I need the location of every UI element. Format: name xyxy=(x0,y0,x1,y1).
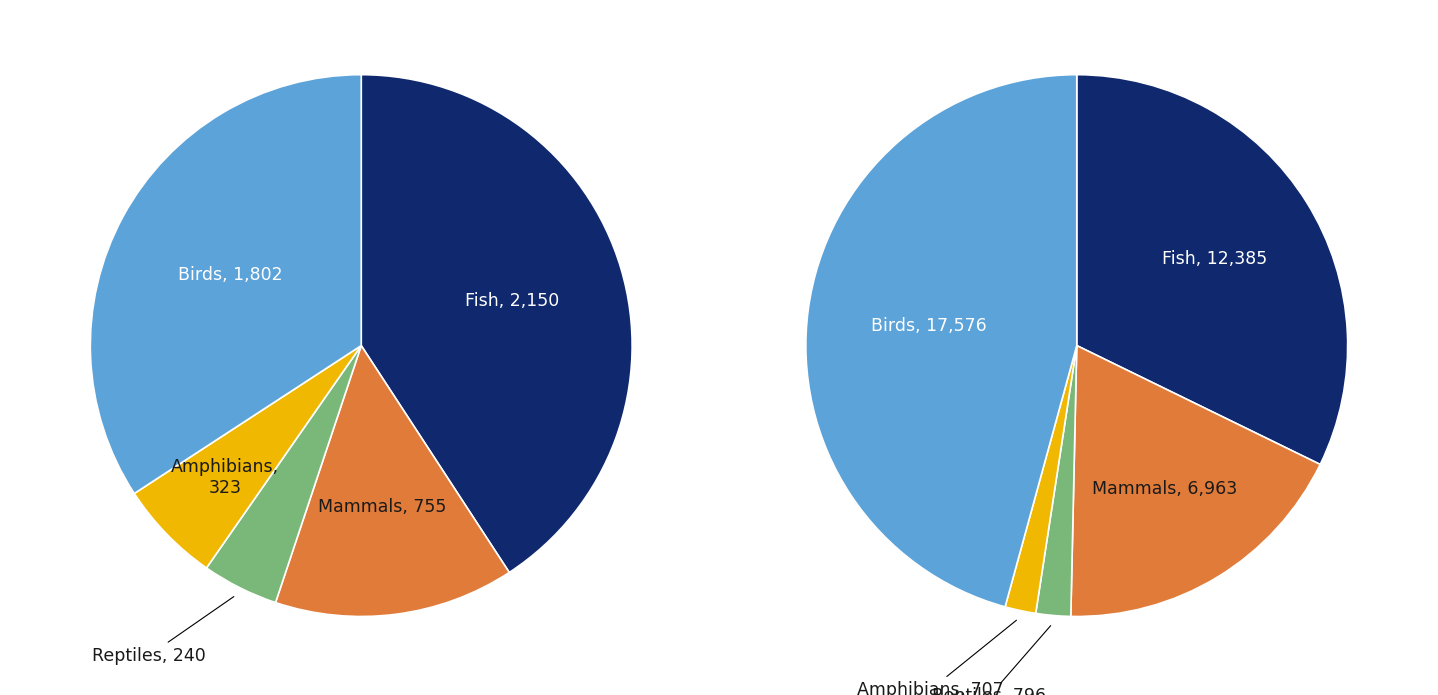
Text: Birds, 1,802: Birds, 1,802 xyxy=(178,265,282,284)
Text: Mammals, 6,963: Mammals, 6,963 xyxy=(1091,480,1237,498)
Text: Reptiles, 240: Reptiles, 240 xyxy=(92,596,234,664)
Text: Amphibians,
323: Amphibians, 323 xyxy=(171,458,279,497)
Wedge shape xyxy=(276,345,509,616)
Wedge shape xyxy=(91,74,361,493)
Text: Fish, 2,150: Fish, 2,150 xyxy=(464,292,559,310)
Wedge shape xyxy=(1077,74,1347,464)
Wedge shape xyxy=(134,345,361,568)
Wedge shape xyxy=(805,74,1077,607)
Text: Amphibians, 707: Amphibians, 707 xyxy=(857,620,1017,695)
Text: Reptiles, 796: Reptiles, 796 xyxy=(932,626,1051,695)
Wedge shape xyxy=(361,74,633,573)
Text: Fish, 12,385: Fish, 12,385 xyxy=(1162,250,1267,268)
Wedge shape xyxy=(1005,345,1077,614)
Wedge shape xyxy=(1035,345,1077,616)
Wedge shape xyxy=(207,345,361,603)
Text: Mammals, 755: Mammals, 755 xyxy=(318,498,446,516)
Text: Birds, 17,576: Birds, 17,576 xyxy=(871,317,986,335)
Wedge shape xyxy=(1071,345,1320,616)
